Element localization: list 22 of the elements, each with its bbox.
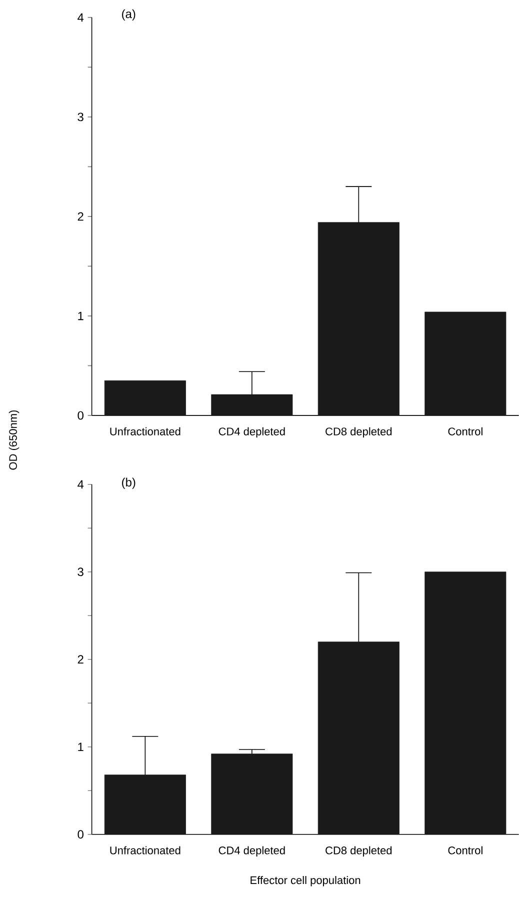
y-axis-title: OD (650nm) — [8, 410, 20, 470]
x-tick-label: Unfractionated — [110, 846, 180, 854]
x-tick-label: Control — [448, 427, 482, 436]
x-tick-label: CD4 depleted — [218, 427, 285, 438]
x-tick-label: CD4 depleted — [218, 846, 285, 856]
y-tick-label: 4 — [77, 13, 84, 22]
x-tick-label: Unfractionated — [110, 427, 180, 436]
x-tick-label: CD8 depleted — [326, 846, 392, 856]
x-tick-label: CD8 depleted — [326, 427, 392, 438]
y-tick-label: 0 — [78, 830, 84, 839]
y-tick-label: 2 — [78, 655, 84, 664]
y-tick-label: 2 — [78, 212, 84, 221]
annotation: (a) — [122, 9, 136, 21]
y-tick-label: 0 — [78, 411, 84, 420]
y-tick-label: 1 — [78, 312, 84, 320]
y-tick-label: 3 — [78, 112, 84, 122]
y-tick-label: 1 — [78, 742, 84, 751]
x-tick-label: Control — [448, 846, 482, 854]
x-axis-title: Effector cell population — [250, 876, 360, 886]
y-tick-label: 4 — [77, 480, 84, 488]
y-tick-label: 3 — [78, 568, 84, 576]
annotation: (b) — [122, 478, 136, 489]
